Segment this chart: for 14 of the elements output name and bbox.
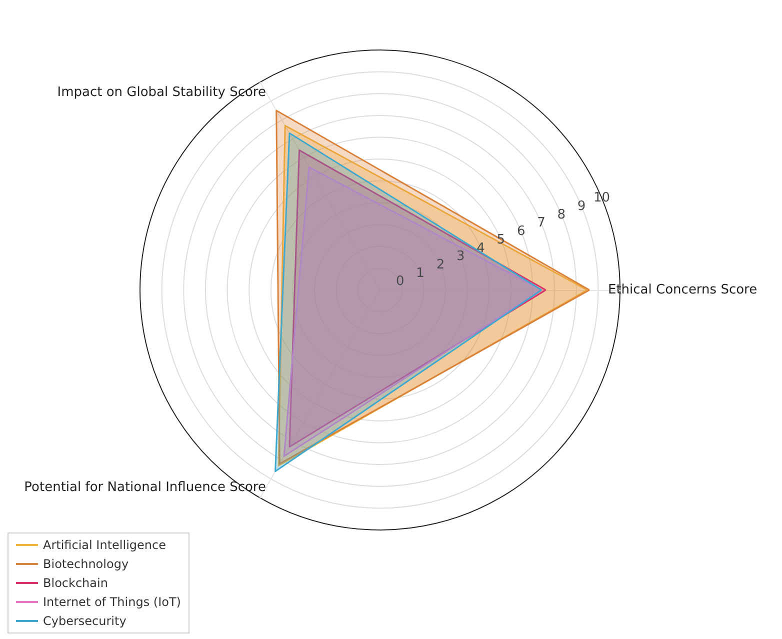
spoke-label: Ethical Concerns Score [608, 282, 758, 298]
y-tick-label: 2 [436, 257, 445, 272]
legend-label: Internet of Things (IoT) [43, 595, 181, 609]
y-tick-label: 8 [557, 207, 566, 222]
y-tick-label: 0 [396, 274, 404, 290]
y-tick-label: 1 [416, 266, 424, 281]
legend-label: Blockchain [43, 576, 108, 590]
y-tick-label: 6 [516, 224, 526, 240]
legend-label: Cybersecurity [43, 614, 126, 628]
y-tick-label: 3 [456, 249, 465, 264]
y-tick-label: 7 [537, 216, 546, 231]
legend-label: Artificial Intelligence [43, 538, 166, 552]
legend-label: Biotechnology [43, 557, 129, 571]
y-tick-label: 9 [577, 199, 586, 214]
